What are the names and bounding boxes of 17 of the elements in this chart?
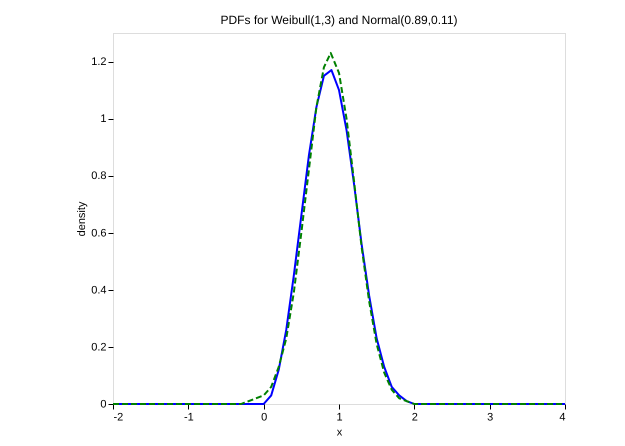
y-tick-label: 0	[100, 398, 106, 410]
y-tick-label: 0.4	[91, 284, 106, 296]
y-tick-label: 1	[100, 113, 106, 126]
y-axis-title: density	[76, 201, 88, 236]
chart-title: PDFs for Weibull(1,3) and Normal(0.89,0.11)	[220, 13, 458, 27]
x-tick-label: 4	[559, 412, 566, 424]
x-tick-label: -1	[184, 412, 194, 424]
x-tick-label: 3	[487, 412, 494, 424]
x-axis-title: x	[336, 426, 343, 438]
x-tick-label: 0	[261, 412, 268, 424]
x-tick-label: 2	[412, 412, 418, 424]
x-tick-label: 1	[336, 412, 343, 424]
y-tick-label: 0.8	[91, 170, 106, 182]
x-tick-label: -2	[114, 412, 124, 424]
y-tick-label: 0.6	[91, 227, 106, 240]
y-tick-label: 0.2	[91, 341, 106, 354]
y-tick-label: 1.2	[91, 56, 106, 68]
